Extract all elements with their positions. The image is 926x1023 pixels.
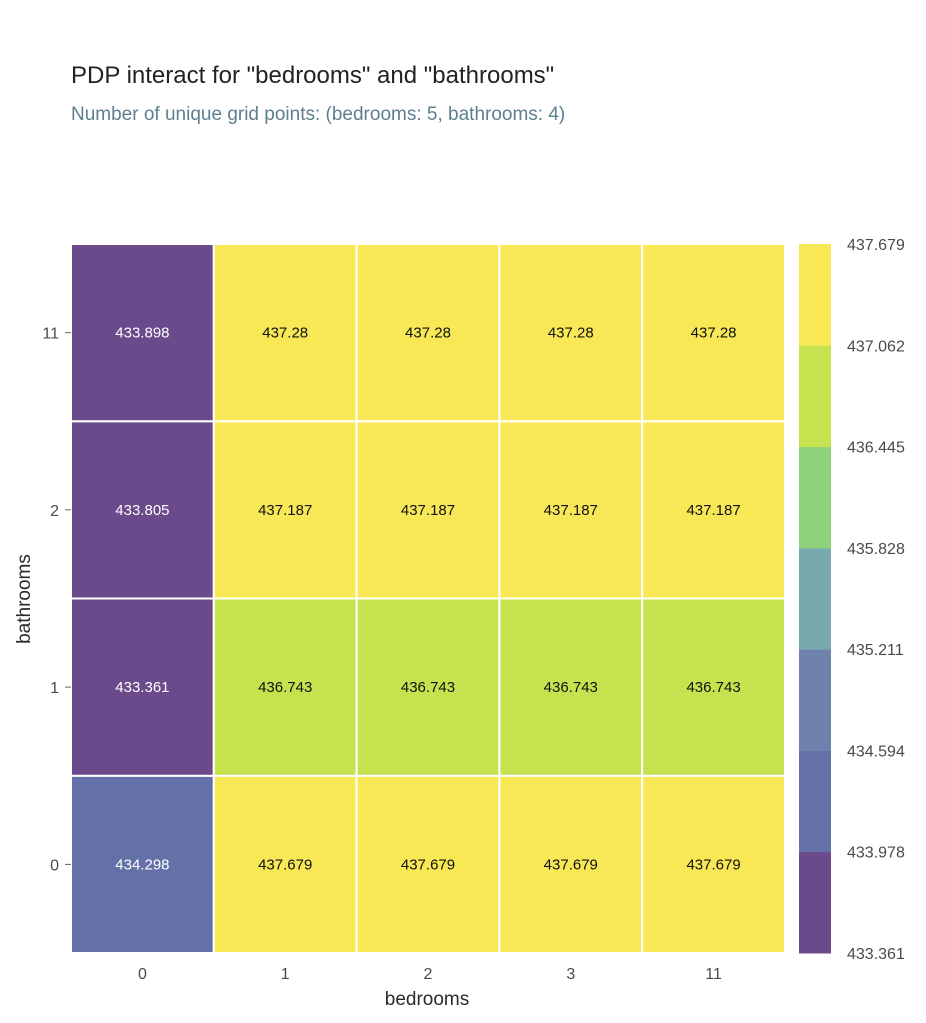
- cell-value-label: 433.361: [115, 679, 169, 696]
- cell-value-label: 437.679: [544, 856, 598, 873]
- cell-value-label: 433.805: [115, 502, 169, 519]
- x-tick-label: 1: [281, 966, 290, 983]
- cell-value-label: 436.743: [258, 679, 312, 696]
- y-tick-label: 11: [42, 326, 59, 343]
- colorbar-tick-label: 433.361: [847, 946, 905, 963]
- chart-title: PDP interact for "bedrooms" and "bathroo…: [71, 62, 555, 89]
- heatmap-cell: [641, 243, 787, 423]
- cell-value-label: 437.187: [686, 502, 740, 519]
- heatmap-cells: [70, 243, 787, 954]
- colorbar-tick-label: 435.211: [847, 642, 904, 659]
- heatmap-cell: [641, 420, 787, 600]
- x-axis-ticks: 0 1 2 3 11: [138, 966, 722, 983]
- colorbar-segment: [799, 446, 831, 549]
- chart-subtitle: Number of unique grid points: (bedrooms:…: [71, 104, 566, 125]
- cell-value-label: 437.28: [691, 325, 737, 342]
- cell-value-label: 434.298: [115, 856, 169, 873]
- cell-value-label: 437.679: [401, 856, 455, 873]
- heatmap-cell: [498, 597, 644, 777]
- x-axis-label: bedrooms: [385, 989, 470, 1010]
- x-tick-label: 2: [424, 966, 433, 983]
- colorbar-segment: [799, 547, 831, 650]
- cell-value-label: 436.743: [401, 679, 455, 696]
- heatmap-cell: [355, 774, 501, 954]
- heatmap-cell: [70, 243, 215, 423]
- heatmap-cell: [498, 420, 644, 600]
- y-tick-label: 1: [50, 680, 59, 697]
- colorbar-tick-label: 437.679: [847, 237, 905, 254]
- cell-value-label: 437.187: [544, 502, 598, 519]
- colorbar-tick-label: 434.594: [847, 743, 905, 760]
- heatmap-cell: [70, 774, 215, 954]
- cell-value-label: 436.743: [544, 679, 598, 696]
- colorbar-tick-label: 436.445: [847, 440, 905, 457]
- colorbar-segment: [799, 851, 831, 954]
- x-tick-label: 11: [705, 966, 722, 983]
- colorbar-tick-label: 437.062: [847, 338, 905, 355]
- colorbar-segment: [799, 649, 831, 751]
- cell-value-label: 437.679: [686, 856, 740, 873]
- cell-value-label: 437.187: [401, 502, 455, 519]
- cell-value-label: 437.679: [258, 856, 312, 873]
- heatmap-cell: [212, 243, 358, 423]
- y-axis-ticks: 0 1 2 11: [42, 326, 71, 874]
- heatmap-cell: [641, 597, 787, 777]
- heatmap-cell: [355, 243, 501, 423]
- colorbar: [799, 244, 831, 954]
- y-tick-label: 2: [50, 503, 59, 520]
- colorbar-segment: [799, 750, 831, 853]
- heatmap-cell: [498, 243, 644, 423]
- heatmap-cell: [498, 774, 644, 954]
- heatmap-cell: [70, 597, 215, 777]
- cell-value-label: 437.28: [405, 325, 451, 342]
- heatmap-cell: [70, 420, 215, 600]
- cell-value-label: 436.743: [686, 679, 740, 696]
- y-tick-label: 0: [50, 857, 59, 874]
- colorbar-labels: 433.361 433.978 434.594 435.211 435.828 436.4…: [847, 237, 905, 963]
- heatmap-cell: [212, 597, 358, 777]
- x-tick-label: 0: [138, 966, 147, 983]
- cell-value-label: 433.898: [115, 325, 169, 342]
- colorbar-tick-label: 435.828: [847, 541, 905, 558]
- heatmap-cell: [641, 774, 787, 954]
- x-tick-label: 3: [566, 966, 575, 983]
- cell-value-label: 437.28: [548, 325, 594, 342]
- y-axis-label: bathrooms: [14, 554, 35, 644]
- colorbar-tick-label: 433.978: [847, 845, 905, 862]
- cell-value-label: 437.28: [262, 325, 308, 342]
- cell-value-label: 437.187: [258, 502, 312, 519]
- heatmap-cell-labels: 434.298 437.679 437.679 437.679 437.679 433.3…: [115, 325, 740, 874]
- colorbar-segment: [799, 244, 831, 346]
- colorbar-segment: [799, 345, 831, 448]
